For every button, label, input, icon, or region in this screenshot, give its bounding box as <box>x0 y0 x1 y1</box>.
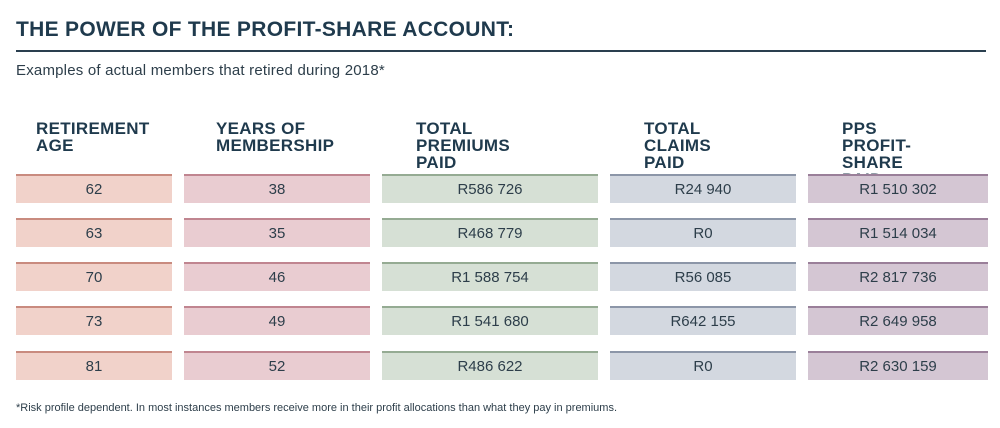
table-cell: R0 <box>610 218 796 247</box>
header-line: PREMIUMS PAID <box>416 136 511 172</box>
table-cell: 52 <box>184 351 370 380</box>
header-line: MEMBERSHIP <box>216 136 335 155</box>
table-cell: 49 <box>184 306 370 335</box>
table-cell: 35 <box>184 218 370 247</box>
title-divider <box>16 50 986 52</box>
table-cell: R2 649 958 <box>808 306 988 335</box>
header-line: AGE <box>36 136 74 155</box>
table-cell: R1 510 302 <box>808 174 988 203</box>
table-cell: 70 <box>16 262 172 291</box>
table-cell: 81 <box>16 351 172 380</box>
header-line: PPS PROFIT- <box>842 119 912 155</box>
table-cell: R1 514 034 <box>808 218 988 247</box>
table-cell: 63 <box>16 218 172 247</box>
header-line: CLAIMS PAID <box>644 136 711 172</box>
table-cell: R0 <box>610 351 796 380</box>
column-header: RETIREMENT AGE <box>36 120 150 154</box>
footnote: *Risk profile dependent. In most instanc… <box>16 402 618 414</box>
table-cell: R486 622 <box>382 351 598 380</box>
table-cell: R56 085 <box>610 262 796 291</box>
table-cell: R642 155 <box>610 306 796 335</box>
column-header: TOTAL PREMIUMS PAID <box>416 120 510 171</box>
header-line: YEARS OF <box>216 119 306 138</box>
header-line: TOTAL <box>416 119 473 138</box>
table-cell: R1 541 680 <box>382 306 598 335</box>
table-cell: 46 <box>184 262 370 291</box>
table-cell: 38 <box>184 174 370 203</box>
table-cell: 62 <box>16 174 172 203</box>
header-line: RETIREMENT <box>36 119 150 138</box>
table-cell: R1 588 754 <box>382 262 598 291</box>
page-title: THE POWER OF THE PROFIT-SHARE ACCOUNT: <box>16 18 515 41</box>
column-header: TOTAL CLAIMS PAID <box>644 120 711 171</box>
table-cell: R586 726 <box>382 174 598 203</box>
header-line: TOTAL <box>644 119 701 138</box>
page-subtitle: Examples of actual members that retired … <box>16 62 385 79</box>
table-cell: R2 630 159 <box>808 351 988 380</box>
table-cell: 73 <box>16 306 172 335</box>
table-cell: R24 940 <box>610 174 796 203</box>
table-cell: R468 779 <box>382 218 598 247</box>
table-cell: R2 817 736 <box>808 262 988 291</box>
column-header: YEARS OF MEMBERSHIP <box>216 120 334 154</box>
